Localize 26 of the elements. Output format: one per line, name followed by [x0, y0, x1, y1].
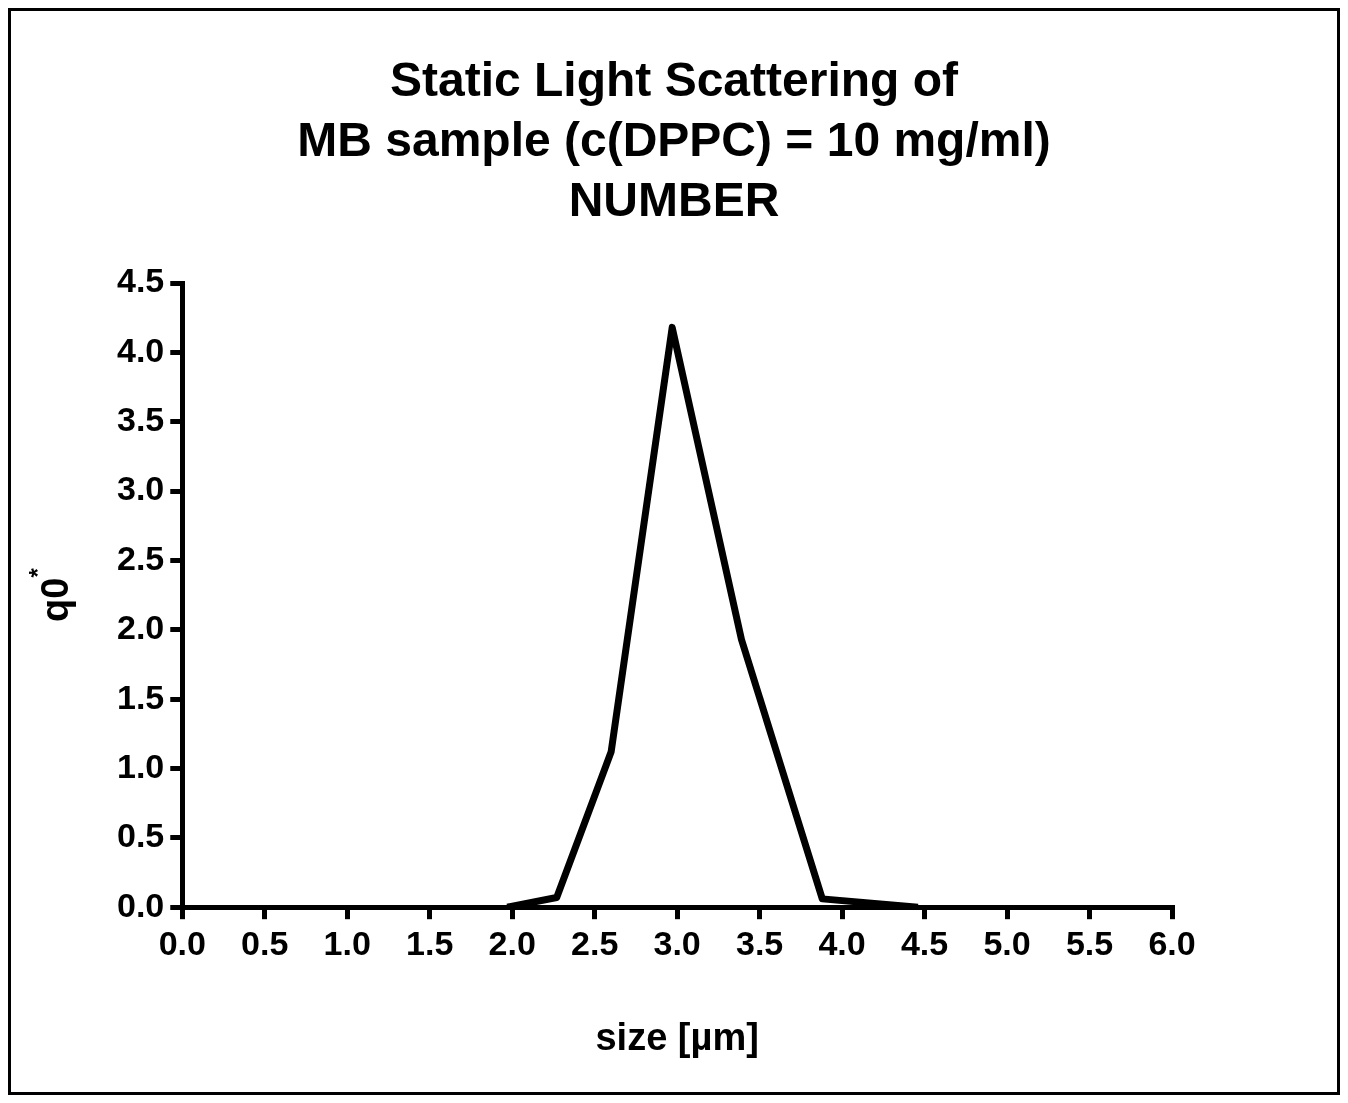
x-tick-label: 2.0 [488, 923, 536, 962]
y-axis-title: q0* [23, 567, 76, 622]
y-tick-label: 4.0 [117, 330, 165, 369]
y-tick-label: 3.0 [117, 469, 165, 508]
x-tick-label: 3.5 [735, 923, 784, 962]
y-tick-label: 2.0 [117, 608, 165, 647]
y-tick-label: 2.5 [117, 538, 165, 577]
x-axis-title: size [µm] [595, 1015, 759, 1058]
y-tick-label: 3.5 [117, 400, 165, 439]
y-tick-label: 1.5 [117, 677, 165, 716]
x-tick-label: 4.0 [818, 923, 866, 962]
x-tick-label: 5.0 [983, 923, 1031, 962]
x-tick-label: 6.0 [1148, 923, 1196, 962]
x-tick-label: 0.0 [158, 923, 206, 962]
x-tick-label: 4.5 [900, 923, 949, 962]
y-tick-label: 0.5 [117, 816, 165, 855]
y-tick-label: 4.5 [117, 261, 165, 300]
x-tick-label: 5.5 [1065, 923, 1114, 962]
chart-title: Static Light Scattering of MB sample (c(DPPC) = 10 mg/ml) NUMBER [297, 53, 1051, 227]
x-tick-label: 2.5 [571, 923, 619, 962]
y-tick-label: 0.0 [117, 885, 165, 924]
y-tick-label: 1.0 [117, 746, 165, 785]
x-tick-label: 0.5 [241, 923, 289, 962]
x-tick-label: 1.5 [406, 923, 454, 962]
x-tick-label: 1.0 [323, 923, 371, 962]
x-tick-label: 3.0 [653, 923, 701, 962]
